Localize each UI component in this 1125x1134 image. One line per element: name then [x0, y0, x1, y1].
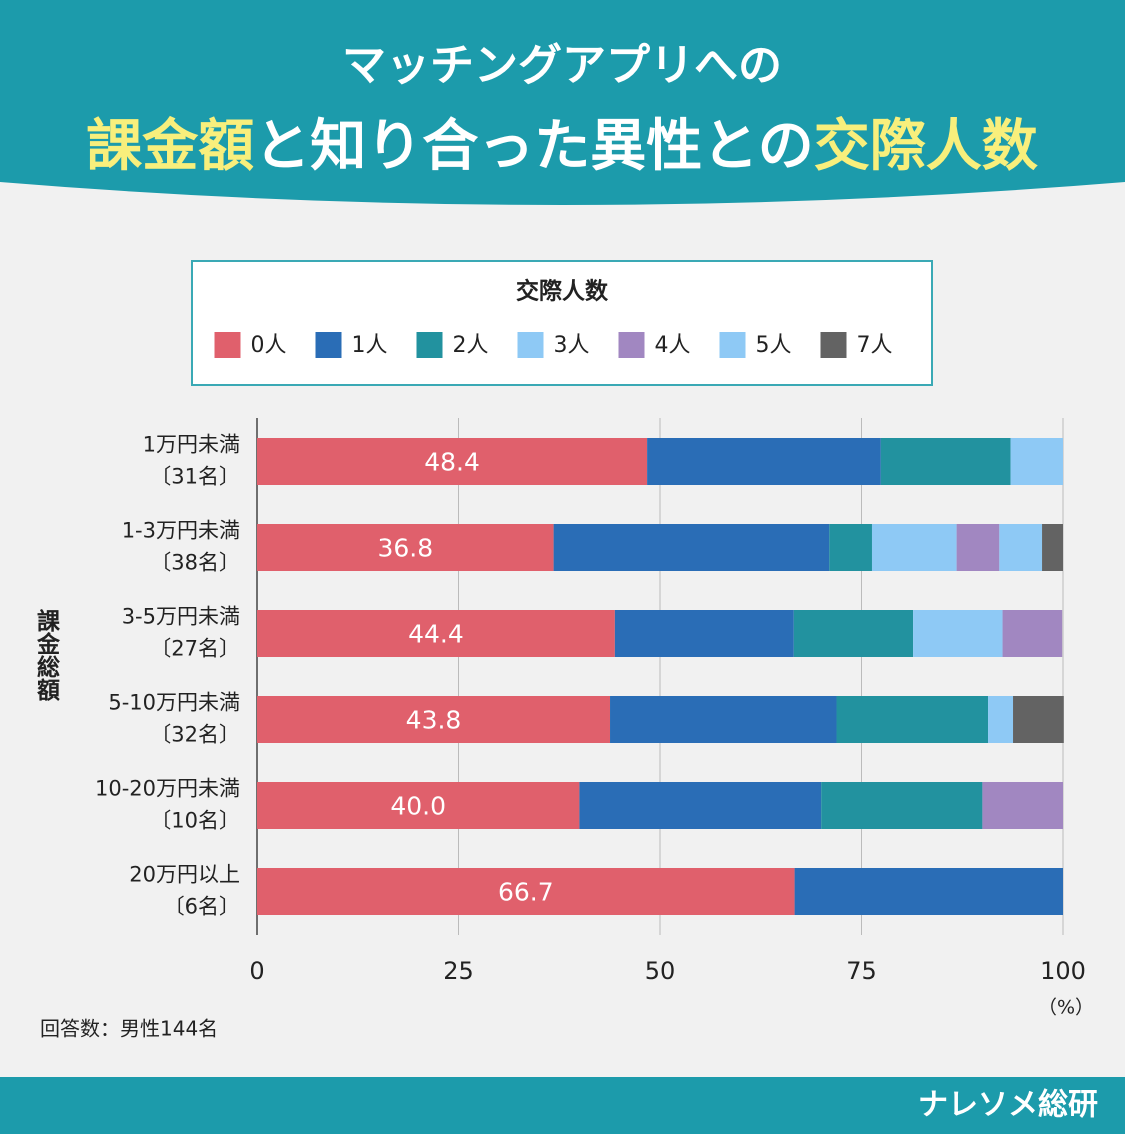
y-tick-label: 20万円以上 [129, 863, 240, 887]
value-label: 66.7 [498, 878, 554, 907]
legend-swatch [214, 332, 241, 358]
bar-segment [956, 524, 1000, 571]
bar-segment [999, 524, 1043, 571]
bar-segment [257, 782, 580, 829]
bar-segment [257, 524, 554, 571]
bar-segment [871, 524, 957, 571]
y-tick-sublabel: 〔27名〕 [150, 637, 240, 661]
legend-title: 交際人数 [516, 278, 609, 305]
title-segment: 課金額 [86, 114, 254, 179]
legend-swatch [315, 332, 342, 358]
legend-label: 2人 [453, 333, 489, 358]
title-line: 課金額と知り合った異性との交際人数 [86, 114, 1037, 179]
bar-segment [1002, 610, 1063, 657]
bar-segment [579, 782, 822, 829]
bar-segment [1010, 438, 1063, 485]
title-segment: マッチングアプリへの [342, 40, 782, 91]
y-tick-sublabel: 〔6名〕 [164, 895, 240, 919]
bar-segment [982, 782, 1063, 829]
legend-label: 3人 [554, 333, 590, 358]
legend-label: 0人 [251, 333, 287, 358]
title-line: マッチングアプリへの [342, 40, 782, 91]
x-tick-label: 0 [249, 957, 264, 985]
y-tick-label: 10-20万円未満 [95, 777, 240, 801]
legend-label: 5人 [756, 333, 792, 358]
bar-segment [257, 438, 648, 485]
x-unit: （%） [1038, 997, 1094, 1019]
bar-segment [880, 438, 1011, 485]
legend-swatch [618, 332, 645, 358]
y-tick-label: 1万円未満 [143, 433, 240, 457]
y-tick-sublabel: 〔38名〕 [150, 551, 240, 575]
legend-label: 4人 [655, 333, 691, 358]
x-tick-label: 25 [443, 957, 474, 985]
value-label: 36.8 [377, 534, 433, 563]
value-label: 48.4 [424, 448, 480, 477]
y-tick-label: 5-10万円未満 [108, 691, 240, 715]
legend-swatch [416, 332, 443, 358]
brand: ナレソメ総研 [918, 1088, 1098, 1123]
x-tick-label: 50 [645, 957, 676, 985]
legend-label: 1人 [352, 333, 388, 358]
bar-segment [614, 610, 794, 657]
bar-segment [794, 868, 1063, 915]
value-label: 43.8 [406, 706, 462, 735]
bar-segment [257, 610, 615, 657]
y-tick-label: 1-3万円未満 [122, 519, 240, 543]
title-segment: と知り合った異性との [254, 114, 813, 179]
legend-label: 7人 [857, 333, 893, 358]
bar-segment [829, 524, 872, 571]
bar-segment [553, 524, 830, 571]
bar-segment [913, 610, 1003, 657]
bar-segment [257, 696, 611, 743]
title-segment: 交際人数 [814, 114, 1038, 179]
bar-segment [793, 610, 914, 657]
value-label: 44.4 [408, 620, 464, 649]
bar-segment [610, 696, 837, 743]
bar-segment [836, 696, 989, 743]
legend-swatch [820, 332, 847, 358]
footer-band [0, 1077, 1125, 1134]
x-tick-label: 100 [1040, 957, 1086, 985]
bar-segment [647, 438, 881, 485]
y-tick-sublabel: 〔32名〕 [150, 723, 240, 747]
y-tick-sublabel: 〔31名〕 [150, 465, 240, 489]
bar-segment [988, 696, 1014, 743]
header-band [0, 0, 1125, 205]
legend-swatch [719, 332, 746, 358]
legend-swatch [517, 332, 544, 358]
y-axis-label: 課金総額 [33, 608, 62, 702]
bar-segment [821, 782, 983, 829]
x-tick-label: 75 [846, 957, 877, 985]
legend-box [191, 260, 933, 386]
footnote: 回答数：男性144名 [40, 1017, 218, 1041]
bar-segment [257, 868, 795, 915]
bar-segment [1013, 696, 1064, 743]
value-label: 40.0 [390, 792, 446, 821]
y-tick-sublabel: 〔10名〕 [150, 809, 240, 833]
y-tick-label: 3-5万円未満 [122, 605, 240, 629]
bar-segment [1042, 524, 1063, 571]
